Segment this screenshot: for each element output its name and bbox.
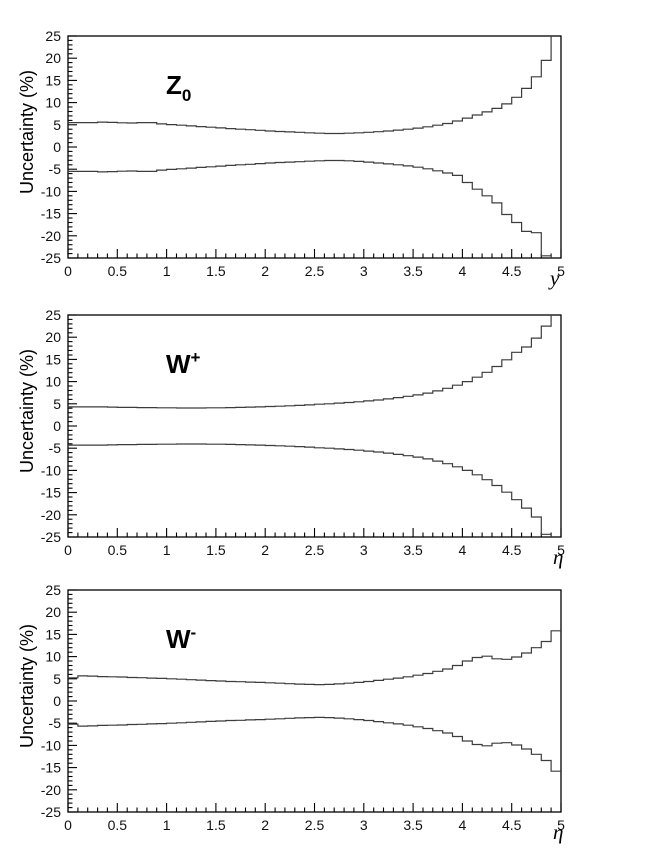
x-tick-label: 5 <box>557 817 565 833</box>
y-tick-label: 15 <box>45 626 61 642</box>
upper-uncertainty-curve <box>68 36 552 135</box>
x-tick-label: 1 <box>163 817 171 833</box>
y-tick-label: 25 <box>45 28 61 44</box>
y-tick-label: -25 <box>41 250 61 266</box>
y-tick-label: -10 <box>41 737 61 753</box>
x-tick-label: 1 <box>163 263 171 279</box>
panel-title-z0: Z0 <box>166 70 191 105</box>
x-tick-label: 0 <box>64 817 72 833</box>
y-tick-label: 20 <box>45 329 61 345</box>
w-minus-uncertainty-plot: 0 0.5 1 1.5 2 2.5 3 3.5 4 4.5 5 25 20 15 10 5 0 -5 -10 -15 -… <box>41 582 565 833</box>
y-tick-label: -5 <box>49 715 62 731</box>
panel-z0: 0 0.5 1 1.5 2 2.5 3 3.5 4 4.5 5 25 20 15 10 5 0 -5 -10 -15 -… <box>17 28 565 290</box>
x-tick-label: 0.5 <box>108 817 128 833</box>
x-tick-label: 0.5 <box>108 542 128 558</box>
x-tick-label: 5 <box>557 263 565 279</box>
y-tick-label: 15 <box>45 72 61 88</box>
z0-uncertainty-plot: 0 0.5 1 1.5 2 2.5 3 3.5 4 4.5 5 25 20 15 10 5 0 -5 -10 -15 -… <box>41 28 565 279</box>
x-tick-label: 3 <box>360 542 368 558</box>
x-tick-label: 5 <box>557 542 565 558</box>
x-tick-label: 3 <box>360 263 368 279</box>
x-tick-label: 2 <box>261 542 269 558</box>
y-tick-label: -15 <box>41 485 61 501</box>
x-tick-label: 4.5 <box>502 263 522 279</box>
x-tick-label: 4 <box>459 542 467 558</box>
y-tick-label: 10 <box>45 95 61 111</box>
x-axis-title: η <box>553 820 563 844</box>
x-tick-label: 3.5 <box>403 817 423 833</box>
y-tick-label: 5 <box>53 396 61 412</box>
y-tick-label: 10 <box>45 649 61 665</box>
y-axis-title: Uncertainty (%) <box>17 70 37 194</box>
x-tick-label: 4.5 <box>502 542 522 558</box>
x-tick-label: 3 <box>360 817 368 833</box>
panel-title-w-minus: W- <box>166 623 196 654</box>
y-tick-label: 0 <box>53 418 61 434</box>
y-tick-label: -5 <box>49 440 62 456</box>
panel-w-minus: 0 0.5 1 1.5 2 2.5 3 3.5 4 4.5 5 25 20 15 10 5 0 -5 -10 -15 -… <box>17 582 565 844</box>
x-tick-label: 1.5 <box>206 542 226 558</box>
x-tick-label: 1.5 <box>206 263 226 279</box>
lower-uncertainty-curve <box>68 443 552 537</box>
y-axis-title: Uncertainty (%) <box>17 624 37 748</box>
y-tick-label: 0 <box>53 139 61 155</box>
y-tick-label: -10 <box>41 183 61 199</box>
y-tick-label: -25 <box>41 529 61 545</box>
x-tick-label: 2.5 <box>305 817 325 833</box>
upper-uncertainty-curve <box>68 315 552 409</box>
y-tick-label: 25 <box>45 307 61 323</box>
x-tick-label: 2.5 <box>305 263 325 279</box>
x-tick-label: 1.5 <box>206 817 226 833</box>
x-tick-label: 3.5 <box>403 263 423 279</box>
y-axis-title: Uncertainty (%) <box>17 349 37 473</box>
x-tick-label: 0 <box>64 542 72 558</box>
panel-w-plus: 0 0.5 1 1.5 2 2.5 3 3.5 4 4.5 5 25 20 15 10 5 0 -5 -10 -15 -… <box>17 307 565 569</box>
y-tick-label: -20 <box>41 507 61 523</box>
y-tick-label: -15 <box>41 206 61 222</box>
y-tick-label: 25 <box>45 582 61 598</box>
x-tick-label: 4 <box>459 263 467 279</box>
upper-uncertainty-curve <box>68 630 561 686</box>
y-tick-label: 20 <box>45 604 61 620</box>
y-tick-label: 10 <box>45 374 61 390</box>
lower-uncertainty-curve <box>68 159 552 258</box>
y-tick-label: -20 <box>41 228 61 244</box>
y-tick-label: 0 <box>53 693 61 709</box>
x-axis-title: η <box>553 545 563 569</box>
x-tick-label: 2.5 <box>305 542 325 558</box>
y-tick-label: -15 <box>41 760 61 776</box>
x-tick-label: 4.5 <box>502 817 522 833</box>
x-tick-label: 3.5 <box>403 542 423 558</box>
panel-title-w-plus: W+ <box>166 348 201 379</box>
x-tick-label: 4 <box>459 817 467 833</box>
x-tick-label: 1 <box>163 542 171 558</box>
y-tick-label: -10 <box>41 462 61 478</box>
y-tick-label: -25 <box>41 804 61 820</box>
x-axis-title: y <box>548 266 560 290</box>
y-tick-label: 20 <box>45 50 61 66</box>
lower-uncertainty-curve <box>68 716 561 772</box>
x-tick-label: 0.5 <box>108 263 128 279</box>
x-tick-label: 2 <box>261 263 269 279</box>
y-tick-label: -20 <box>41 782 61 798</box>
x-tick-label: 2 <box>261 817 269 833</box>
w-plus-uncertainty-plot: 0 0.5 1 1.5 2 2.5 3 3.5 4 4.5 5 25 20 15 10 5 0 -5 -10 -15 -… <box>41 307 565 558</box>
y-tick-label: 5 <box>53 671 61 687</box>
x-tick-label: 0 <box>64 263 72 279</box>
y-tick-label: 5 <box>53 117 61 133</box>
y-tick-label: 15 <box>45 351 61 367</box>
y-tick-label: -5 <box>49 161 62 177</box>
